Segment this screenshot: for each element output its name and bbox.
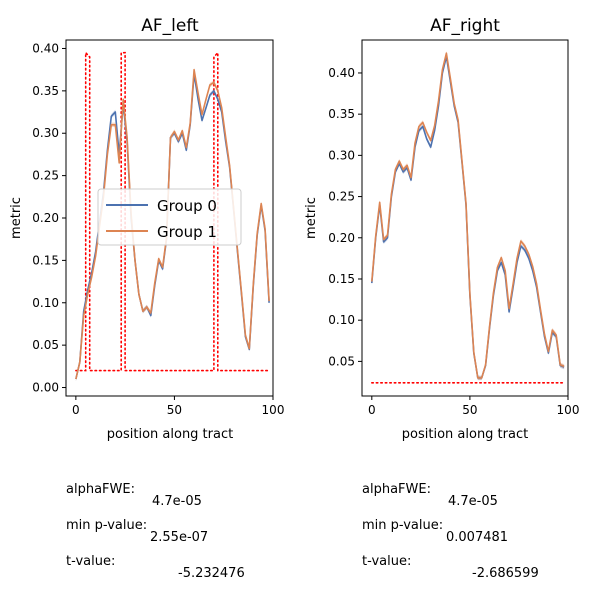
tick-group: 0 50 100 0.00 0.05 0.10 0.15 0.20 0.25 0.30 0.35 0.…	[32, 41, 284, 417]
y-tick-label: 0.30	[32, 126, 59, 140]
x-tick-label: 100	[262, 403, 285, 417]
chart-title: AF_left	[141, 16, 199, 36]
stats-row: min p-value: 2.55e-07	[66, 508, 276, 544]
series-line-group-1	[371, 52, 565, 379]
chart-title: AF_right	[430, 16, 500, 36]
y-tick-label: 0.35	[328, 107, 355, 121]
stats-row: min p-value: 0.007481	[362, 508, 572, 544]
stats-label: min p-value:	[66, 518, 148, 533]
stats-value: 4.7e-05	[448, 494, 498, 509]
significance-markers	[75, 50, 270, 372]
stats-label: t-value:	[362, 554, 412, 569]
tick-group: 0 50 100 0.05 0.10 0.15 0.20 0.25 0.30 0.35 0.40	[328, 66, 579, 417]
y-tick-label: 0.40	[328, 66, 355, 80]
y-tick-label: 0.00	[32, 381, 59, 395]
y-tick-label: 0.15	[32, 253, 59, 267]
stats-block-left: alphaFWE: 4.7e-05 min p-value: 2.55e-07 …	[66, 448, 276, 580]
stats-block-right: alphaFWE: 4.7e-05 min p-value: 0.007481 …	[362, 448, 572, 580]
y-axis-label: metric	[304, 197, 319, 239]
stats-row: alphaFWE: 4.7e-05	[362, 472, 572, 508]
chart-af-right: AF_right 0 50 1000.050.100.150.200.250.300…	[304, 16, 579, 442]
legend-label-group-1: Group 1	[157, 223, 217, 241]
y-tick-label: 0.25	[32, 169, 59, 183]
stats-value: -5.232476	[178, 566, 245, 581]
stats-row: t-value: -2.686599	[362, 544, 572, 580]
y-axis-label: metric	[9, 197, 24, 239]
stats-label: alphaFWE:	[362, 482, 431, 497]
legend-label-group-0: Group 0	[157, 197, 217, 215]
stats-row: t-value: -5.232476	[66, 544, 276, 580]
y-tick-label: 0.25	[328, 190, 355, 204]
x-tick-label: 0	[72, 403, 80, 417]
y-tick-label: 0.05	[32, 338, 59, 352]
x-tick-label: 0	[368, 403, 376, 417]
y-tick-label: 0.10	[32, 296, 59, 310]
x-axis-label: position along tract	[402, 427, 528, 442]
stats-label: t-value:	[66, 554, 116, 569]
chart-af-left: AF_left 0 50 100 0.00 0.05 0.10 0.15 0.20 0.25 0.…	[9, 16, 284, 442]
stats-row: alphaFWE: 4.7e-05	[66, 472, 276, 508]
x-tick-label: 100	[557, 403, 580, 417]
y-tick-label: 0.20	[328, 231, 355, 245]
plot-area	[361, 39, 569, 397]
y-tick-label: 0.15	[328, 272, 355, 286]
x-tick-label: 50	[462, 403, 477, 417]
y-tick-label: 0.20	[32, 211, 59, 225]
stats-label: min p-value:	[362, 518, 444, 533]
x-tick-label: 50	[167, 403, 182, 417]
y-tick-label: 0.30	[328, 148, 355, 162]
y-tick-label: 0.40	[32, 41, 59, 55]
stats-label: alphaFWE:	[66, 482, 135, 497]
stats-value: 2.55e-07	[150, 530, 209, 545]
y-tick-label: 0.35	[32, 84, 59, 98]
figure: AF_left 0 50 100 0.00 0.05 0.10 0.15 0.20 0.25 0.…	[9, 16, 579, 442]
stats-value: 0.007481	[446, 530, 509, 545]
x-axis-label: position along tract	[107, 427, 233, 442]
y-tick-label: 0.10	[328, 313, 355, 327]
stats-value: -2.686599	[472, 566, 539, 581]
significance-line	[75, 50, 270, 372]
series-group	[371, 51, 565, 381]
y-tick-label: 0.05	[328, 354, 355, 368]
stats-value: 4.7e-05	[152, 494, 202, 509]
legend: Group 0 Group 1	[97, 188, 242, 246]
